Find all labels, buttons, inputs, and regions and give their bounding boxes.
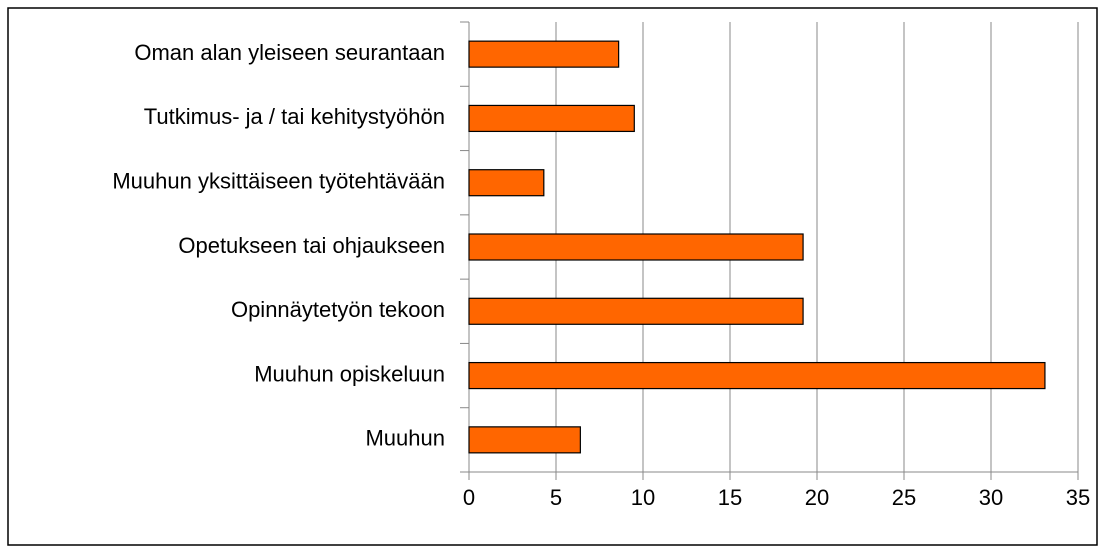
bar <box>468 104 635 133</box>
bar <box>468 233 804 261</box>
bar <box>468 40 620 68</box>
bar <box>468 426 581 454</box>
x-tick-label: 30 <box>979 485 1003 510</box>
x-tick-label: 20 <box>805 485 829 510</box>
x-tick-label: 10 <box>631 485 655 510</box>
bar <box>468 361 1046 390</box>
y-tick-label: Muuhun opiskeluun <box>254 361 445 386</box>
bar <box>468 297 804 325</box>
y-tick-label: Opetukseen tai ohjaukseen <box>178 233 445 258</box>
y-tick-label: Oman alan yleiseen seurantaan <box>134 40 445 65</box>
chart-frame <box>7 7 1098 546</box>
x-tick-label: 35 <box>1066 485 1090 510</box>
y-tick-label: Muuhun <box>365 426 445 451</box>
x-tick-label: 0 <box>463 485 475 510</box>
y-tick-label: Muuhun yksittäiseen työtehtävään <box>112 169 445 194</box>
x-tick-label: 25 <box>892 485 916 510</box>
y-tick-label: Opinnäytetyön tekoon <box>231 297 445 322</box>
y-tick-label: Tutkimus- ja / tai kehitystyöhön <box>144 104 445 129</box>
bar <box>468 169 545 197</box>
x-tick-label: 5 <box>550 485 562 510</box>
x-tick-label: 15 <box>718 485 742 510</box>
